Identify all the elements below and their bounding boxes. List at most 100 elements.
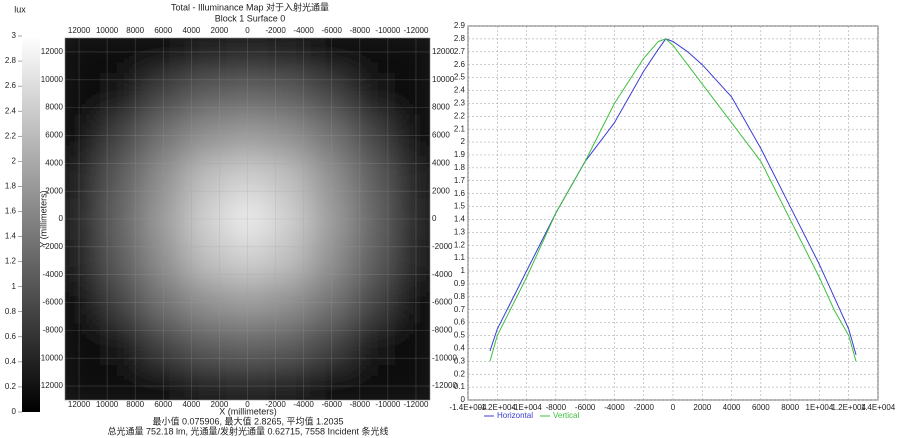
y-tick-label: 2.8: [454, 34, 466, 43]
x-tick-label: 6000: [752, 403, 770, 412]
y-tick-label: 1.9: [454, 150, 466, 159]
map-cell: [394, 156, 430, 199]
y-tick-label: 2000: [45, 186, 63, 195]
x-tick-label: 2000: [211, 400, 229, 409]
x-tick-label: -4000: [293, 400, 314, 409]
map-cell: [142, 239, 185, 282]
line-plot-area: [467, 25, 879, 401]
map-cell: [226, 365, 269, 400]
map-cell: [65, 323, 101, 366]
map-cell: [268, 198, 311, 240]
colorbar-tick-label: 1.6: [5, 207, 17, 216]
colorbar-tick-label: 0.4: [5, 357, 17, 366]
map-cell: [394, 323, 430, 366]
y-tick-label: 6000: [45, 131, 63, 140]
x-tick-label: -2000: [633, 403, 654, 412]
y-tick-label: 12000: [432, 47, 455, 56]
map-cell: [310, 198, 353, 240]
map-cell: [100, 114, 143, 157]
x-tick-label: 2000: [693, 403, 711, 412]
y-tick-label: 12000: [41, 47, 64, 56]
map-cell: [394, 239, 430, 282]
y-tick-label: 0.2: [454, 369, 466, 378]
map-cell: [184, 365, 227, 400]
x-tick-label: 1E+004: [806, 403, 834, 412]
y-tick-label: -4000: [43, 270, 64, 279]
x-tick-label: 2000: [211, 26, 229, 35]
map-cell: [310, 114, 353, 157]
y-tick-label: 1.5: [454, 202, 466, 211]
map-cell: [100, 239, 143, 282]
colorbar-tick-label: 0: [12, 407, 17, 416]
map-cell: [268, 156, 311, 199]
map-cell: [394, 72, 430, 115]
colorbar-tick-label: 1: [12, 282, 17, 291]
y-tick-label: -2000: [43, 242, 64, 251]
colorbar-tick-label: 2.4: [5, 106, 17, 115]
map-cell: [65, 281, 101, 324]
y-tick-label: -6000: [432, 298, 453, 307]
y-tick-label: 2.2: [454, 111, 466, 120]
x-tick-label: -6000: [321, 400, 342, 409]
map-cell: [310, 38, 353, 73]
map-cell: [100, 323, 143, 366]
map-cell: [268, 365, 311, 400]
map-cell: [184, 281, 227, 324]
x-tick-label: -1.4E+004: [449, 403, 487, 412]
y-tick-label: 1.3: [454, 227, 466, 236]
map-cell: [226, 72, 269, 115]
y-tick-label: 1.4: [454, 215, 466, 224]
colorbar-tick-label: 2: [12, 156, 17, 165]
colorbar-tick-label: 1.2: [5, 257, 17, 266]
map-cell: [310, 156, 353, 199]
x-tick-label: -4000: [604, 403, 625, 412]
series-line: [489, 38, 857, 362]
map-cells: [65, 38, 430, 400]
map-cell: [268, 239, 311, 282]
x-tick-label: -10000: [375, 400, 400, 409]
x-tick-label: 10000: [96, 26, 119, 35]
map-cell: [352, 72, 395, 115]
map-cell: [310, 323, 353, 366]
legend-label: Vertical: [553, 411, 579, 420]
x-tick-label: 12000: [68, 400, 91, 409]
x-tick-label: 6000: [154, 26, 172, 35]
map-cell: [394, 365, 430, 400]
x-tick-label: -4000: [293, 26, 314, 35]
y-tick-label: 2.4: [454, 86, 466, 95]
x-tick-label: -8000: [546, 403, 567, 412]
colorbar-label: lux: [14, 4, 26, 14]
map-cell: [142, 156, 185, 199]
y-tick-label: -12000: [432, 381, 457, 390]
map-cell: [226, 38, 269, 73]
map-cell: [394, 198, 430, 240]
map-cell: [65, 198, 101, 240]
map-cell: [142, 38, 185, 73]
y-tick-label: -10000: [38, 353, 63, 362]
map-annotation: 总光通量 752.18 lm, 光通量/发射光通量 0.62715, 7558 …: [107, 425, 388, 436]
map-cell: [268, 114, 311, 157]
x-tick-label: 4000: [723, 403, 741, 412]
map-cell: [142, 198, 185, 240]
map-cell: [352, 323, 395, 366]
y-tick-label: 2: [461, 137, 466, 146]
map-cell: [184, 72, 227, 115]
x-tick-label: -2000: [265, 26, 286, 35]
y-tick-label: 1.2: [454, 240, 466, 249]
y-tick-label: 1: [461, 266, 466, 275]
map-cell: [226, 323, 269, 366]
map-cell: [352, 38, 395, 73]
map-cell: [65, 239, 101, 282]
y-tick-label: 10000: [41, 75, 64, 84]
map-cell: [65, 365, 101, 400]
map-cell: [184, 38, 227, 73]
y-tick-label: 0.5: [454, 331, 466, 340]
x-tick-label: 12000: [68, 26, 91, 35]
y-tick-label: 0.1: [454, 382, 466, 391]
x-tick-label: -12000: [404, 26, 429, 35]
map-cell: [142, 114, 185, 157]
y-tick-label: 2.1: [454, 124, 466, 133]
map-cell: [268, 323, 311, 366]
y-tick-label: 0.8: [454, 292, 466, 301]
map-cell: [142, 365, 185, 400]
